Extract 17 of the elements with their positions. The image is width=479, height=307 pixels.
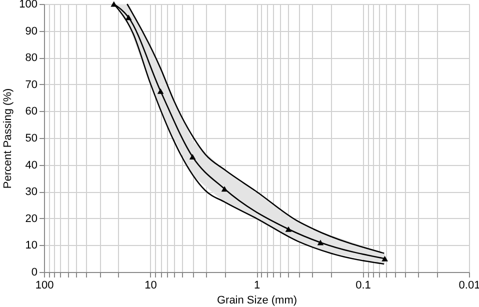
x-tick-label: 10	[144, 280, 157, 292]
y-tick-label: 100	[19, 0, 38, 10]
y-tick-label: 20	[25, 212, 38, 225]
x-axis-title: Grain Size (mm)	[216, 294, 298, 306]
y-tick-label: 10	[25, 240, 38, 252]
y-tick-label: 80	[25, 52, 38, 64]
y-tick-label: 30	[25, 186, 38, 198]
x-tick-label: 100	[35, 280, 54, 292]
y-tick-label: 0	[31, 266, 38, 278]
y-tick-label: 40	[25, 159, 38, 172]
y-tick-label: 70	[25, 78, 38, 91]
x-tick-label: 1	[254, 280, 260, 292]
y-tick-label: 90	[25, 25, 38, 38]
x-tick-label: 0.1	[356, 280, 371, 292]
y-tick-label: 60	[25, 106, 38, 118]
y-axis-title: Percent Passing (%)	[2, 88, 14, 189]
y-tick-label: 50	[25, 132, 38, 144]
